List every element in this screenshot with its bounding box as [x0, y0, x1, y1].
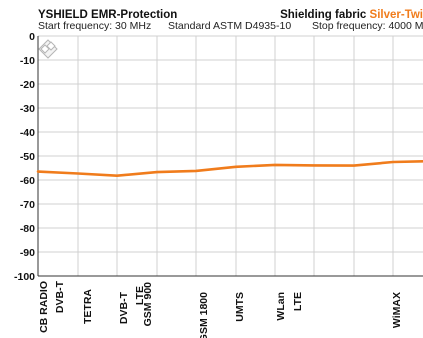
- standard-label: Standard ASTM D4935-10: [168, 20, 292, 32]
- band-label: GSM 1800: [198, 292, 210, 338]
- band-label: GSM 900: [142, 282, 154, 327]
- y-tick-label: -70: [20, 199, 35, 211]
- start-frequency: Start frequency: 30 MHz: [38, 20, 152, 32]
- y-tick-label: 0: [29, 31, 35, 43]
- y-tick-label: -50: [20, 151, 35, 163]
- fabric-label: Shielding fabric: [280, 9, 367, 21]
- logo-icon: [38, 39, 58, 59]
- y-tick-label: -90: [20, 247, 35, 259]
- fabric-title: Shielding fabric Silver-Twi: [280, 9, 423, 22]
- band-label: DVB-T: [54, 280, 66, 313]
- fabric-name: Silver-Twi: [369, 9, 423, 21]
- y-tick-label: -30: [20, 103, 35, 115]
- band-label: TETRA: [82, 289, 94, 324]
- stop-frequency: Stop frequency: 4000 MH: [312, 20, 423, 32]
- y-tick-label: -80: [20, 223, 35, 235]
- attenuation-line: [36, 160, 423, 177]
- y-tick-label: -10: [20, 55, 35, 67]
- logo-diamond: [40, 44, 50, 54]
- band-label: LTE: [134, 286, 146, 305]
- band-label: WLan: [275, 292, 287, 321]
- y-tick-label: -100: [14, 271, 35, 283]
- band-label: DVB-T: [118, 291, 130, 324]
- band-label: WiMAX: [391, 292, 403, 328]
- band-label: LTE: [292, 292, 304, 311]
- y-tick-label: -40: [20, 127, 35, 139]
- y-tick-label: -20: [20, 79, 35, 91]
- band-label: UMTS: [234, 292, 246, 322]
- logo-diamond: [46, 41, 56, 51]
- band-label: CB RADIO: [38, 281, 50, 333]
- y-tick-label: -60: [20, 175, 35, 187]
- brand-title: YSHIELD EMR-Protection: [38, 9, 178, 21]
